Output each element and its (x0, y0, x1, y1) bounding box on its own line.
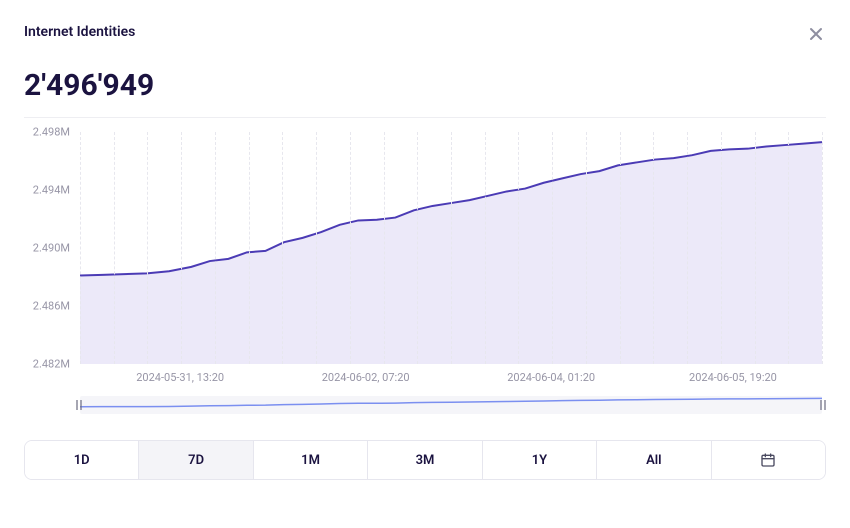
gridline-vertical (788, 132, 789, 364)
gridline-vertical (215, 132, 216, 364)
y-axis-label: 2.498M (24, 126, 70, 139)
gridline-vertical (80, 132, 81, 364)
drag-handle-icon (76, 399, 82, 411)
gridline-vertical (114, 132, 115, 364)
gridline-vertical (417, 132, 418, 364)
gridline-vertical (249, 132, 250, 364)
y-axis-label: 2.494M (24, 184, 70, 197)
main-value: 2'496'949 (24, 68, 826, 103)
range-button-1y[interactable]: 1Y (483, 441, 597, 479)
gridline-vertical (147, 132, 148, 364)
range-button-custom-date[interactable] (712, 441, 825, 479)
gridline-vertical (653, 132, 654, 364)
gridline-vertical (181, 132, 182, 364)
gridline-vertical (350, 132, 351, 364)
close-icon (809, 27, 823, 41)
gridline-vertical (721, 132, 722, 364)
gridline-vertical (687, 132, 688, 364)
header-row: Internet Identities (24, 24, 826, 44)
x-axis-label: 2024-05-31, 13:20 (136, 371, 224, 384)
plot-area[interactable] (80, 132, 822, 364)
divider (24, 117, 826, 118)
range-button-3m[interactable]: 3M (368, 441, 482, 479)
x-axis-label: 2024-06-05, 19:20 (689, 371, 777, 384)
gridline-vertical (552, 132, 553, 364)
gridline-vertical (316, 132, 317, 364)
y-axis-label: 2.486M (24, 300, 70, 313)
gridline-vertical (518, 132, 519, 364)
gridline-vertical (384, 132, 385, 364)
range-button-1d[interactable]: 1D (25, 441, 139, 479)
range-selector: 1D7D1M3M1YAll (24, 440, 826, 480)
calendar-icon (760, 452, 776, 468)
gridline-vertical (451, 132, 452, 364)
minimap[interactable] (80, 390, 822, 420)
close-button[interactable] (806, 24, 826, 44)
y-axis-label: 2.482M (24, 358, 70, 371)
range-button-7d[interactable]: 7D (139, 441, 253, 479)
range-button-all[interactable]: All (597, 441, 711, 479)
gridline-vertical (586, 132, 587, 364)
minimap-handle-right[interactable] (820, 394, 826, 416)
minimap-handle-left[interactable] (76, 394, 82, 416)
page-title: Internet Identities (24, 24, 135, 40)
gridline-vertical (755, 132, 756, 364)
range-button-1m[interactable]: 1M (254, 441, 368, 479)
gridline-vertical (282, 132, 283, 364)
card-root: Internet Identities 2'496'949 2.498M 2.49… (0, 0, 850, 528)
gridline-vertical (822, 132, 823, 364)
minimap-chart (80, 396, 822, 414)
x-axis-label: 2024-06-04, 01:20 (507, 371, 595, 384)
y-axis-label: 2.490M (24, 242, 70, 255)
gridline-vertical (620, 132, 621, 364)
chart-block: 2.498M2.494M2.490M2.486M2.482M2024-05-31… (24, 132, 826, 384)
x-axis-label: 2024-06-02, 07:20 (322, 371, 410, 384)
gridline-vertical (485, 132, 486, 364)
drag-handle-icon (820, 399, 826, 411)
